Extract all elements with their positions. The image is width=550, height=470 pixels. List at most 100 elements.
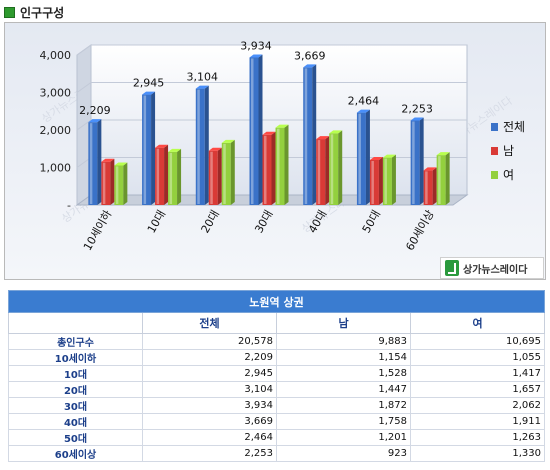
bar-front xyxy=(316,139,326,205)
bar-top xyxy=(356,109,370,113)
table-row: 10세이하 2,209 1,154 1,055 xyxy=(8,349,545,366)
legend-label: 전체 xyxy=(503,120,525,134)
bar-여-50대 xyxy=(382,154,396,205)
cell-total: 3,934 xyxy=(142,397,277,414)
bar-front xyxy=(356,112,366,205)
cell-total: 2,464 xyxy=(142,429,277,446)
cell-male: 1,758 xyxy=(276,413,411,430)
bar-front xyxy=(329,133,339,205)
bar-side xyxy=(338,130,343,205)
bar-남-40대 xyxy=(316,136,330,205)
bar-top xyxy=(436,152,450,156)
column-header-female: 여 xyxy=(410,312,545,334)
table-caption: 노원역 상권 xyxy=(8,290,545,313)
bar-top xyxy=(114,162,128,166)
bar-highlight xyxy=(371,160,374,204)
bar-top xyxy=(316,136,330,140)
cell-female: 1,330 xyxy=(410,445,545,462)
bar-top xyxy=(208,147,222,151)
cell-total: 3,104 xyxy=(142,381,277,398)
bar-front xyxy=(195,88,205,205)
legend-swatch xyxy=(491,123,498,131)
bar-highlight xyxy=(384,158,387,204)
bar-전체-10대 xyxy=(142,91,156,205)
bar-highlight xyxy=(156,148,160,204)
cell-male: 1,447 xyxy=(276,381,411,398)
bar-여-10대 xyxy=(168,148,182,205)
bar-highlight xyxy=(102,162,106,204)
bar-side xyxy=(445,152,450,205)
grid-line xyxy=(76,119,467,131)
bar-front xyxy=(101,161,111,205)
bar-side xyxy=(204,85,209,205)
cell-male: 1,872 xyxy=(276,397,411,414)
bar-top xyxy=(369,156,383,160)
data-label: 3,669 xyxy=(294,49,326,62)
table-row: 50대 2,464 1,201 1,263 xyxy=(8,429,545,446)
bar-side xyxy=(419,117,424,205)
bar-highlight xyxy=(251,58,254,204)
bar-highlight xyxy=(438,156,441,204)
bar-front xyxy=(155,147,165,205)
bar-top xyxy=(262,131,276,135)
bar-side xyxy=(325,136,330,205)
y-tick-label: 3,000 xyxy=(40,87,72,100)
section-title-text: 인구구성 xyxy=(20,5,65,20)
table-row: 30대 3,934 1,872 2,062 xyxy=(8,397,545,414)
cell-female: 1,055 xyxy=(410,349,545,366)
bar-여-30대 xyxy=(275,124,289,205)
bar-highlight xyxy=(317,140,321,204)
bar-highlight xyxy=(210,151,213,204)
bar-front xyxy=(436,155,446,205)
bar-남-50대 xyxy=(369,156,383,205)
cell-female: 1,657 xyxy=(410,381,545,398)
bar-top xyxy=(303,64,317,68)
bar-front xyxy=(221,142,231,205)
legend-swatch xyxy=(491,147,498,155)
row-label: 30대 xyxy=(8,397,143,414)
y-tick-label: - xyxy=(67,199,71,212)
bar-전체-40대 xyxy=(303,64,317,205)
section-title: 인구구성 xyxy=(4,3,64,21)
bar-highlight xyxy=(304,68,308,204)
bar-highlight xyxy=(197,89,200,204)
bar-남-30대 xyxy=(262,131,276,205)
bar-남-60세이상 xyxy=(423,167,437,205)
logo-text: 상가뉴스레이다 xyxy=(463,264,528,276)
bar-side xyxy=(378,156,383,205)
bar-전체-50대 xyxy=(356,109,370,205)
bar-highlight xyxy=(264,135,267,204)
legend-swatch xyxy=(491,171,498,179)
bar-front xyxy=(423,170,433,205)
brand-logo: 상가뉴스레이다 xyxy=(440,257,544,279)
bar-front xyxy=(382,157,392,205)
bar-highlight xyxy=(330,134,334,204)
bar-top xyxy=(329,130,343,134)
bar-top xyxy=(101,158,115,162)
bar-side xyxy=(312,64,317,205)
bar-여-60세이상 xyxy=(436,152,450,205)
cell-total: 2,253 xyxy=(142,445,277,462)
table-row: 40대 3,669 1,758 1,911 xyxy=(8,413,545,430)
population-table: 노원역 상권 전체 남 여 총인구수 20,578 9,883 10,695 10세이하… xyxy=(8,290,545,462)
bar-front xyxy=(114,165,124,205)
data-label: 3,934 xyxy=(240,39,272,52)
row-label: 40대 xyxy=(8,413,143,430)
bar-top xyxy=(195,85,209,89)
cell-male: 1,528 xyxy=(276,365,411,382)
bar-highlight xyxy=(115,166,119,204)
cell-total: 20,578 xyxy=(142,333,277,350)
column-header-total: 전체 xyxy=(142,312,277,334)
bar-side xyxy=(97,119,102,205)
cell-male: 923 xyxy=(276,445,411,462)
bar-top xyxy=(168,148,182,152)
bar-여-20대 xyxy=(221,139,235,205)
bar-front xyxy=(262,134,272,205)
legend-label: 여 xyxy=(503,168,514,182)
bar-highlight xyxy=(223,143,226,204)
bar-top xyxy=(423,167,437,171)
bar-전체-60세이상 xyxy=(410,117,424,205)
bar-front xyxy=(168,151,178,205)
bar-highlight xyxy=(277,128,280,204)
bar-highlight xyxy=(169,152,173,204)
